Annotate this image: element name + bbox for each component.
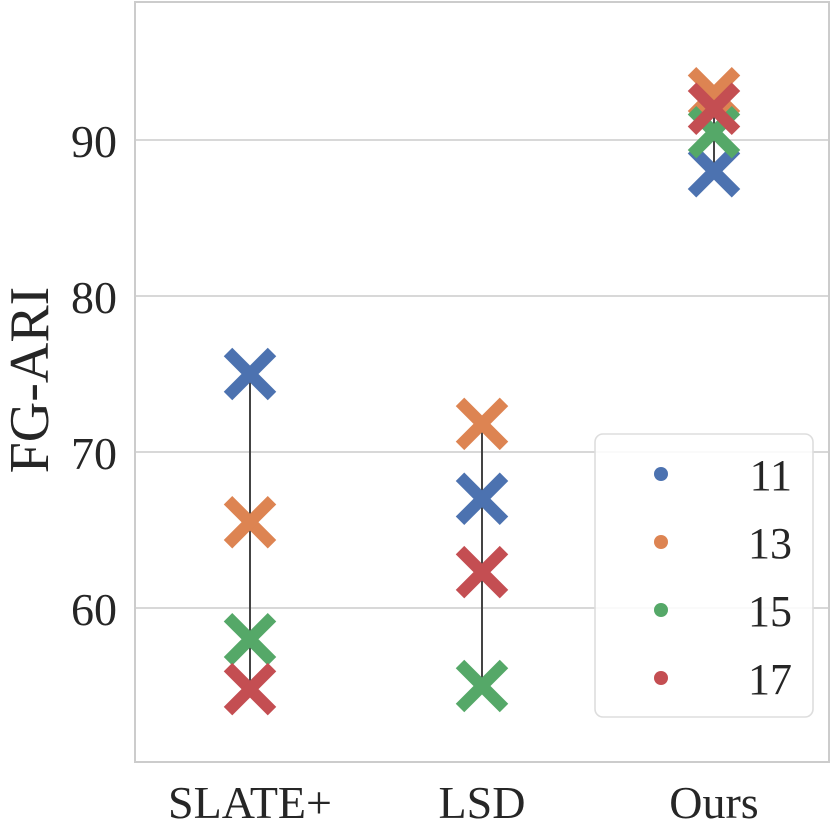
axes: 60 70 80 90 SLATE+ LSD Ours bbox=[71, 1, 830, 827]
data-point-marker bbox=[687, 82, 741, 136]
legend-label: 13 bbox=[748, 519, 792, 568]
marker-stroke bbox=[687, 82, 741, 136]
legend-marker bbox=[654, 671, 668, 685]
data-point-marker bbox=[455, 472, 509, 526]
legend-marker bbox=[654, 535, 668, 549]
marker-stroke bbox=[455, 659, 509, 713]
marker-stroke bbox=[455, 545, 509, 599]
data-point-marker bbox=[455, 545, 509, 599]
y-tick-label: 80 bbox=[71, 272, 117, 323]
legend-label: 17 bbox=[748, 655, 792, 704]
marker-stroke bbox=[455, 397, 509, 451]
x-tick-label: LSD bbox=[439, 777, 526, 827]
y-axis-label: FG-ARI bbox=[0, 287, 61, 474]
data-point-marker bbox=[223, 612, 277, 666]
data-point-marker bbox=[223, 347, 277, 401]
y-tick-label: 60 bbox=[71, 584, 117, 635]
data-point-marker bbox=[687, 144, 741, 198]
x-tick-label: SLATE+ bbox=[168, 777, 332, 827]
x-tick-label: Ours bbox=[669, 777, 758, 827]
data-point-marker bbox=[687, 66, 741, 120]
data-point-marker bbox=[455, 659, 509, 713]
marker-stroke bbox=[223, 495, 277, 549]
legend-label: 15 bbox=[748, 587, 792, 636]
marker-stroke bbox=[223, 662, 277, 716]
marker-stroke bbox=[223, 612, 277, 666]
marker-stroke bbox=[687, 66, 741, 120]
legend-box bbox=[594, 433, 814, 718]
legend-marker bbox=[654, 467, 668, 481]
marker-stroke bbox=[687, 144, 741, 198]
data-point-marker bbox=[223, 662, 277, 716]
y-tick-label: 90 bbox=[71, 116, 117, 167]
data-markers bbox=[223, 66, 741, 716]
marker-stroke bbox=[455, 472, 509, 526]
plot-frame bbox=[134, 1, 830, 763]
legend: 11 13 15 17 bbox=[594, 433, 814, 718]
marker-stroke bbox=[223, 347, 277, 401]
y-tick-label: 70 bbox=[71, 428, 117, 479]
legend-label: 11 bbox=[750, 451, 792, 500]
legend-marker bbox=[654, 603, 668, 617]
data-point-marker bbox=[455, 397, 509, 451]
data-point-marker bbox=[223, 495, 277, 549]
